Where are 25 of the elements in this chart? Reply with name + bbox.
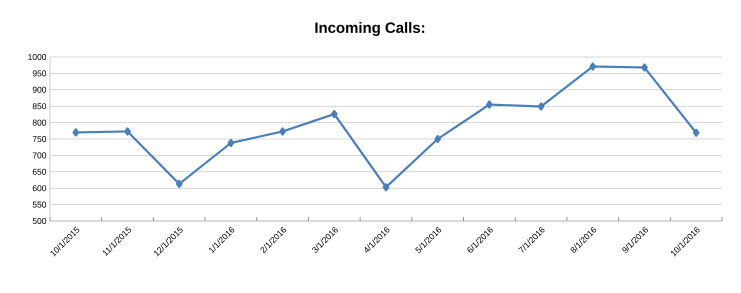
y-tick-label: 1000 (28, 54, 46, 60)
y-tick-label: 800 (32, 120, 46, 126)
y-tick-label: 900 (32, 86, 46, 93)
y-tick-label: 700 (32, 152, 46, 158)
point (124, 127, 131, 136)
y-tick-label: 600 (32, 185, 46, 192)
y-tick-label: 950 (32, 70, 46, 76)
point (279, 127, 286, 136)
point (641, 63, 648, 72)
point (692, 128, 700, 137)
y-tick-label: 750 (32, 136, 46, 142)
point (589, 62, 596, 71)
y-tick-label: 550 (32, 202, 46, 208)
y-tick-label: 500 (32, 218, 46, 224)
point (434, 134, 442, 144)
point (72, 128, 80, 137)
y-tick-label: 850 (32, 103, 46, 110)
chart-title: Incoming Calls: (315, 22, 424, 36)
y-tick-label: 650 (32, 168, 46, 175)
point (176, 180, 183, 188)
point (330, 110, 338, 118)
point (228, 138, 234, 148)
point (538, 102, 544, 111)
point (486, 100, 493, 109)
point (382, 183, 390, 192)
